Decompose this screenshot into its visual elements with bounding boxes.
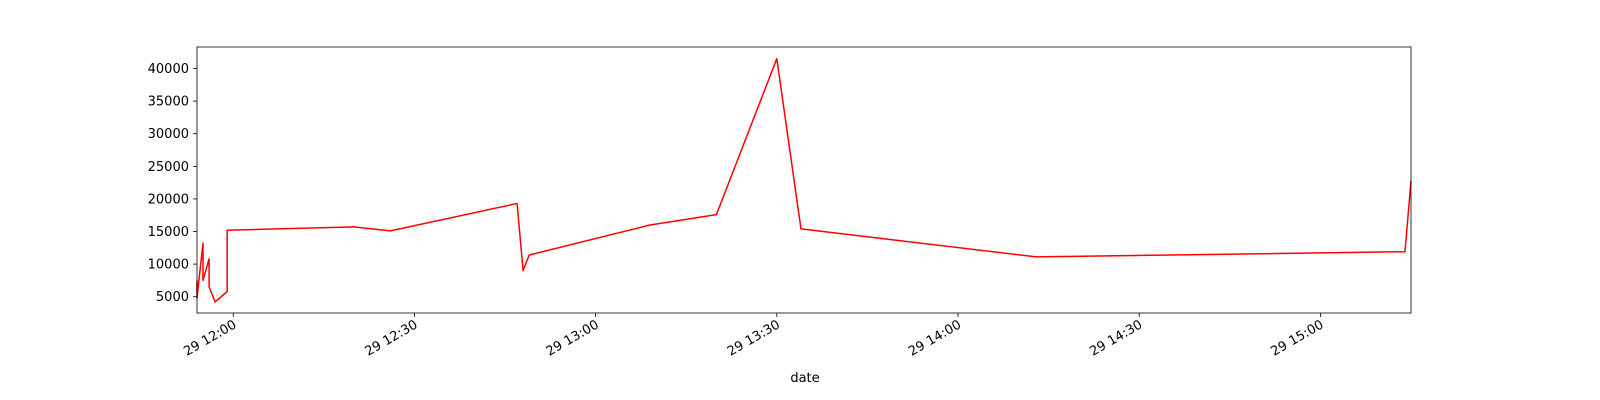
x-axis-label: date [790, 371, 819, 386]
y-tick-label: 20000 [148, 192, 189, 207]
y-tick-label: 25000 [148, 160, 189, 175]
y-tick-label: 35000 [148, 95, 189, 110]
y-tick-label: 15000 [148, 225, 189, 240]
y-tick-label: 5000 [156, 290, 189, 305]
plot-frame [196, 46, 1412, 314]
y-tick-label: 30000 [148, 127, 189, 142]
y-tick-label: 10000 [148, 258, 189, 273]
series-line-0 [196, 57, 1412, 303]
y-axis: 5000 10000 15000 20000 25000 30000 35000 40000 [148, 62, 197, 305]
plot-area [196, 46, 1412, 314]
y-tick-label: 40000 [148, 62, 189, 77]
